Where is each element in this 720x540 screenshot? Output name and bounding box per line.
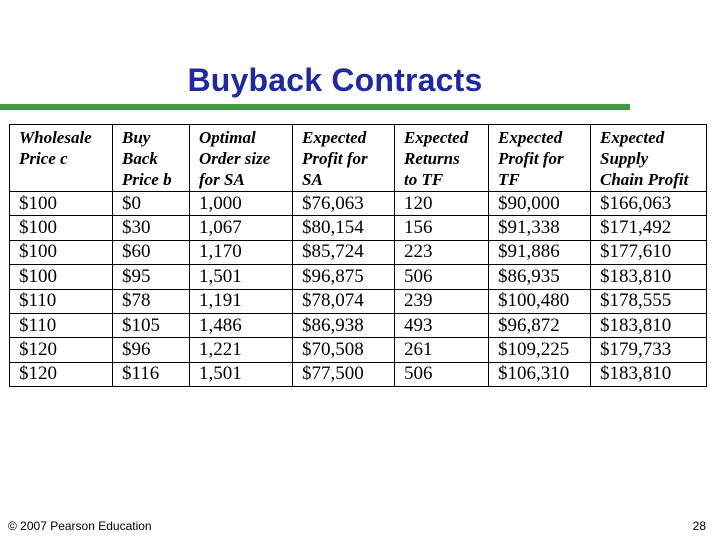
table-cell: $183,810 xyxy=(590,312,707,339)
header-optimal-order-size: Optimal Order size for SA xyxy=(189,124,293,192)
table-cell: 1,067 xyxy=(189,215,293,241)
header-buyback-price: Buy Back Price b xyxy=(112,124,190,192)
table-cell: $120 xyxy=(9,337,113,363)
table-cell: $91,886 xyxy=(488,239,591,266)
table-cell: $120 xyxy=(9,361,113,388)
table-row: $110 $105 1,486 $86,938 493 $96,872 $183… xyxy=(9,312,707,339)
table-cell: $100 xyxy=(9,264,113,290)
table-cell: $183,810 xyxy=(590,264,707,290)
table-cell: $85,724 xyxy=(292,239,395,266)
header-expected-profit-sa: Expected Profit for SA xyxy=(292,124,395,192)
page-number: 28 xyxy=(692,519,706,533)
table-cell: $183,810 xyxy=(590,361,707,388)
header-expected-supply-chain-profit: Expected Supply Chain Profit xyxy=(590,124,707,192)
table-cell: $30 xyxy=(112,215,190,241)
title-underline xyxy=(0,104,630,110)
header-wholesale-price: Wholesale Price c xyxy=(9,124,113,192)
table-cell: $96 xyxy=(112,337,190,363)
table-row: $120 $96 1,221 $70,508 261 $109,225 $179… xyxy=(9,337,707,363)
table-cell: $100 xyxy=(9,190,113,217)
table-cell: 493 xyxy=(394,312,489,339)
table-cell: $179,733 xyxy=(590,337,707,363)
table-row: $100 $60 1,170 $85,724 223 $91,886 $177,… xyxy=(9,239,707,266)
table-row: $110 $78 1,191 $78,074 239 $100,480 $178… xyxy=(9,288,707,314)
table-cell: $166,063 xyxy=(590,190,707,217)
slide-title: Buyback Contracts xyxy=(187,62,483,98)
table-cell: 506 xyxy=(394,361,489,388)
table-cell: $105 xyxy=(112,312,190,339)
table-cell: $177,610 xyxy=(590,239,707,266)
table-row: $100 $0 1,000 $76,063 120 $90,000 $166,0… xyxy=(9,190,707,217)
table-cell: $96,872 xyxy=(488,312,591,339)
table-cell: $78,074 xyxy=(292,288,395,314)
table-cell: $100,480 xyxy=(488,288,591,314)
table-cell: 239 xyxy=(394,288,489,314)
header-expected-profit-tf: Expected Profit for TF xyxy=(488,124,591,192)
table-cell: 120 xyxy=(394,190,489,217)
table-cell: $90,000 xyxy=(488,190,591,217)
table-cell: $109,225 xyxy=(488,337,591,363)
table-cell: $100 xyxy=(9,215,113,241)
table-cell: $70,508 xyxy=(292,337,395,363)
table-cell: 1,486 xyxy=(189,312,293,339)
table-cell: $110 xyxy=(9,288,113,314)
table-cell: $171,492 xyxy=(590,215,707,241)
table-cell: $96,875 xyxy=(292,264,395,290)
table-cell: $91,338 xyxy=(488,215,591,241)
table-cell: $100 xyxy=(9,239,113,266)
table-header-row: Wholesale Price c Buy Back Price b Optim… xyxy=(9,124,707,192)
table-cell: 1,501 xyxy=(189,361,293,388)
table-cell: 223 xyxy=(394,239,489,266)
table-cell: $86,935 xyxy=(488,264,591,290)
table-cell: 1,221 xyxy=(189,337,293,363)
table-row: $100 $95 1,501 $96,875 506 $86,935 $183,… xyxy=(9,264,707,290)
table-cell: 156 xyxy=(394,215,489,241)
table-cell: $80,154 xyxy=(292,215,395,241)
table-cell: 261 xyxy=(394,337,489,363)
copyright-footer: © 2007 Pearson Education xyxy=(8,519,152,533)
header-expected-returns-tf: Expected Returns to TF xyxy=(394,124,489,192)
table-cell: 1,191 xyxy=(189,288,293,314)
table-cell: $77,500 xyxy=(292,361,395,388)
table-cell: 1,501 xyxy=(189,264,293,290)
table-cell: $78 xyxy=(112,288,190,314)
table-cell: $106,310 xyxy=(488,361,591,388)
table-cell: $116 xyxy=(112,361,190,388)
table-cell: $60 xyxy=(112,239,190,266)
table-cell: 1,170 xyxy=(189,239,293,266)
table-cell: $95 xyxy=(112,264,190,290)
table-row: $120 $116 1,501 $77,500 506 $106,310 $18… xyxy=(9,361,707,388)
table-cell: $110 xyxy=(9,312,113,339)
table-cell: $86,938 xyxy=(292,312,395,339)
table-cell: 1,000 xyxy=(189,190,293,217)
buyback-table: Wholesale Price c Buy Back Price b Optim… xyxy=(9,124,707,388)
table-cell: $76,063 xyxy=(292,190,395,217)
table-cell: 506 xyxy=(394,264,489,290)
table-cell: $178,555 xyxy=(590,288,707,314)
table-cell: $0 xyxy=(112,190,190,217)
table-row: $100 $30 1,067 $80,154 156 $91,338 $171,… xyxy=(9,215,707,241)
